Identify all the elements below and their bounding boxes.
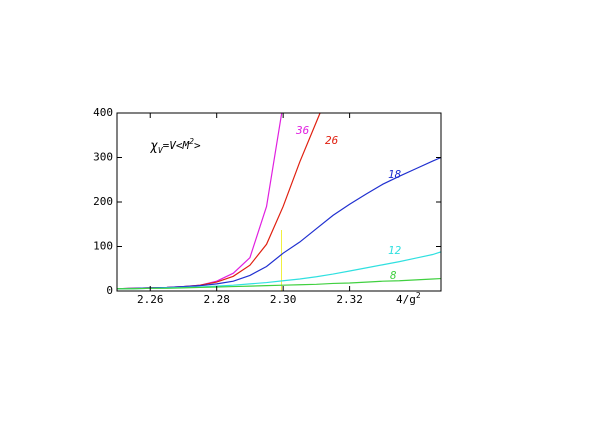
x-label-sup: 2 — [416, 291, 421, 300]
y-tick-label: 0 — [106, 284, 113, 297]
x-tick-label: 2.26 — [137, 293, 164, 306]
series-label: 36 — [295, 124, 310, 137]
annotation-part: > — [194, 139, 201, 152]
y-tick-label: 400 — [93, 106, 113, 119]
annotation-part: V — [158, 146, 164, 155]
x-label-base: 4/g — [396, 293, 416, 306]
line-series — [117, 113, 283, 290]
series-label: 26 — [325, 134, 339, 147]
series-label: 8 — [390, 269, 397, 282]
y-tick-label: 200 — [93, 195, 113, 208]
x-axis-label: 4/g2 — [396, 291, 421, 307]
series-label: 18 — [388, 168, 402, 181]
x-tick-label: 2.32 — [336, 293, 363, 306]
annotation-part: =V<M — [163, 139, 190, 152]
y-tick-label: 300 — [93, 151, 113, 164]
annotation-part: χ — [150, 139, 158, 154]
annotation: χV=V<M2> — [150, 137, 201, 155]
annotation-part: 2 — [189, 137, 194, 146]
y-tick-label: 100 — [93, 240, 113, 253]
x-tick-label: 2.30 — [270, 293, 297, 306]
line-series — [117, 277, 441, 290]
x-tick-label: 2.28 — [203, 293, 230, 306]
plot-area — [117, 113, 441, 291]
series-label: 12 — [388, 244, 402, 257]
